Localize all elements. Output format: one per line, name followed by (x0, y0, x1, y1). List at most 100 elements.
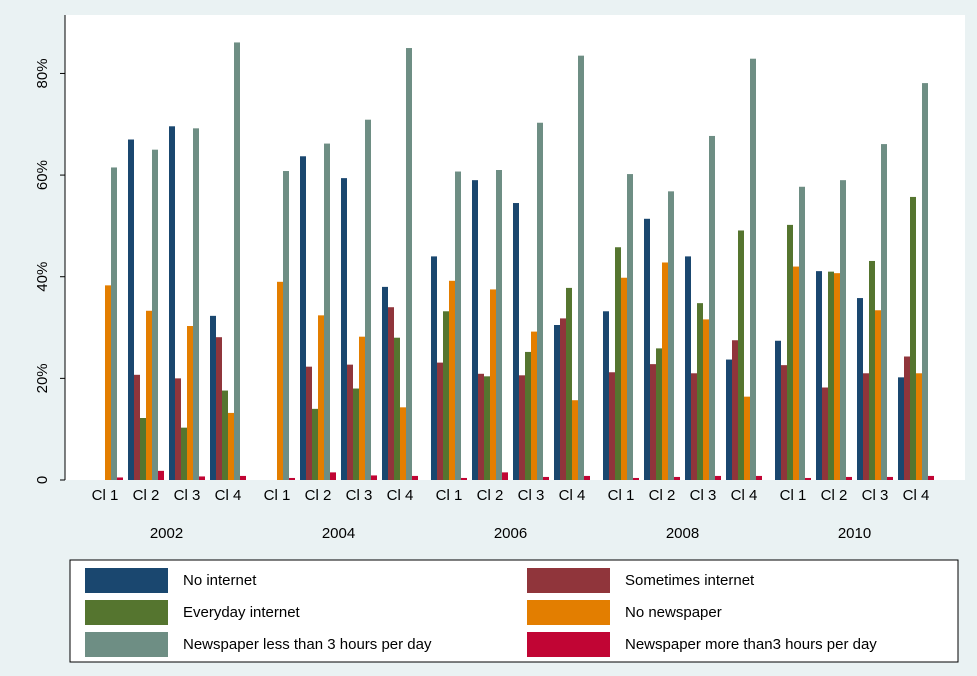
bar (406, 48, 412, 481)
bar (318, 315, 324, 480)
bar (869, 260, 875, 480)
y-tick-label: 40% (34, 262, 51, 292)
bar (674, 476, 680, 480)
bar (193, 128, 199, 480)
bar (834, 273, 840, 480)
bar (228, 412, 234, 480)
bar (840, 180, 846, 480)
x-tick-label: Cl 4 (731, 487, 758, 504)
bar (738, 230, 744, 480)
bar (394, 337, 400, 480)
bar (916, 373, 922, 480)
bar (277, 281, 283, 480)
x-tick-label: Cl 3 (690, 487, 717, 504)
bar (650, 364, 656, 480)
bar (822, 387, 828, 480)
x-tick-label: Cl 3 (174, 487, 201, 504)
legend-label: Newspaper less than 3 hours per day (183, 636, 432, 653)
x-tick-label: Cl 4 (387, 487, 414, 504)
bar (543, 476, 549, 480)
bar (455, 171, 461, 480)
x-tick-label: Cl 3 (518, 487, 545, 504)
bar (697, 303, 703, 480)
bar (662, 262, 668, 480)
bar (627, 174, 633, 481)
bar (750, 58, 756, 480)
bar (715, 475, 721, 480)
bar (578, 55, 584, 481)
x-tick-label: Cl 2 (305, 487, 332, 504)
group-label: 2004 (322, 525, 355, 542)
bar (400, 407, 406, 480)
bar (324, 143, 330, 480)
bar (152, 149, 158, 481)
x-tick-label: Cl 2 (477, 487, 504, 504)
bar (656, 348, 662, 480)
x-tick-label: Cl 1 (436, 487, 463, 504)
legend-swatch (527, 568, 610, 593)
bar (621, 277, 627, 480)
legend-swatch (527, 632, 610, 657)
bar (128, 139, 134, 481)
x-tick-label: Cl 4 (215, 487, 242, 504)
x-tick-label: Cl 2 (821, 487, 848, 504)
legend-label: Sometimes internet (625, 572, 755, 589)
bar (584, 475, 590, 480)
bar (554, 325, 560, 480)
bar (685, 256, 691, 480)
bar (781, 365, 787, 480)
x-tick-label: Cl 1 (780, 487, 807, 504)
legend-swatch (85, 568, 168, 593)
bar (615, 247, 621, 480)
bar (609, 372, 615, 480)
bar (775, 340, 781, 480)
x-tick-label: Cl 3 (346, 487, 373, 504)
bar (732, 340, 738, 480)
bar (412, 475, 418, 480)
bar (146, 310, 152, 480)
bar (341, 178, 347, 480)
bar (490, 289, 496, 480)
bar (240, 475, 246, 480)
bar (703, 319, 709, 480)
bar (222, 390, 228, 480)
bar (347, 364, 353, 480)
bar (437, 362, 443, 480)
bar (910, 196, 916, 480)
bar (140, 418, 146, 480)
bar (502, 472, 508, 480)
bar (846, 476, 852, 480)
legend-box (69, 559, 959, 663)
bar (603, 311, 609, 480)
bar (828, 271, 834, 480)
bar (306, 366, 312, 480)
legend-swatch (85, 600, 168, 625)
bar (633, 477, 639, 480)
x-tick-label: Cl 1 (608, 487, 635, 504)
bar (928, 475, 934, 480)
bar (525, 351, 531, 480)
bar (787, 224, 793, 480)
bar (513, 203, 519, 481)
group-label: 2002 (150, 525, 183, 542)
bar (922, 83, 928, 480)
group-label: 2010 (838, 525, 871, 542)
legend-label: No newspaper (625, 604, 722, 621)
y-tick-label: 0 (34, 476, 51, 484)
x-tick-label: Cl 4 (903, 487, 930, 504)
bar (111, 167, 117, 480)
bar (566, 287, 572, 480)
bar (187, 326, 193, 480)
bar (560, 318, 566, 480)
bar (461, 477, 467, 480)
bar (388, 307, 394, 480)
bar (300, 156, 306, 480)
bar (158, 470, 164, 480)
bar (289, 477, 295, 480)
group-label: 2006 (494, 525, 527, 542)
bar (382, 286, 388, 480)
bar (904, 356, 910, 480)
bar (805, 477, 811, 480)
group-label: 2008 (666, 525, 699, 542)
bar (365, 119, 371, 480)
